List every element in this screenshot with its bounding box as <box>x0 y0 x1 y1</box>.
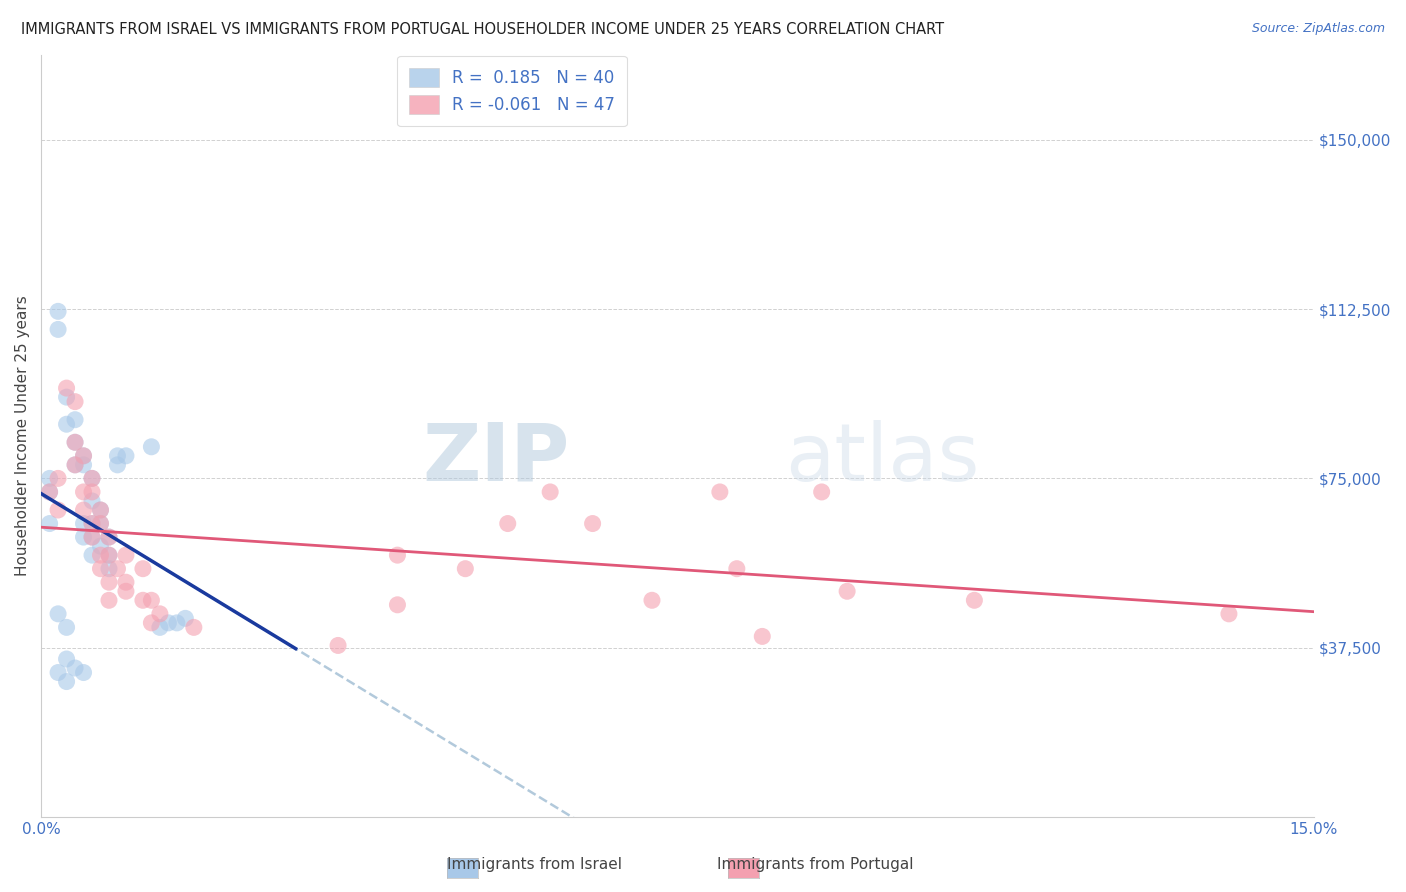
Point <box>107 449 129 463</box>
Point <box>107 562 129 576</box>
Point <box>496 516 519 531</box>
Point <box>72 458 94 472</box>
Point <box>46 304 69 318</box>
Point <box>38 516 60 531</box>
Point <box>115 548 138 562</box>
Point <box>55 417 77 432</box>
Point <box>46 471 69 485</box>
Point <box>38 485 60 500</box>
Point <box>55 674 77 689</box>
Point <box>98 575 121 590</box>
Point <box>89 516 111 531</box>
Point <box>98 548 121 562</box>
Point <box>80 516 103 531</box>
Point <box>115 584 138 599</box>
Point <box>538 485 561 500</box>
Point <box>98 593 121 607</box>
Point <box>141 440 163 454</box>
Point <box>46 322 69 336</box>
Point <box>63 435 86 450</box>
Point <box>387 598 409 612</box>
Point <box>63 435 86 450</box>
Point <box>89 516 111 531</box>
Text: ZIP: ZIP <box>422 420 569 498</box>
Point <box>810 485 832 500</box>
Point <box>174 611 197 625</box>
Point <box>751 629 773 643</box>
Point <box>326 639 349 653</box>
Point <box>80 530 103 544</box>
Point <box>98 562 121 576</box>
Point <box>132 562 155 576</box>
Point <box>80 471 103 485</box>
Point <box>80 516 103 531</box>
Text: Source: ZipAtlas.com: Source: ZipAtlas.com <box>1251 22 1385 36</box>
Point <box>72 503 94 517</box>
Point <box>837 584 859 599</box>
Point <box>725 562 748 576</box>
Point <box>72 449 94 463</box>
Point <box>63 394 86 409</box>
Legend: R =  0.185   N = 40, R = -0.061   N = 47: R = 0.185 N = 40, R = -0.061 N = 47 <box>398 56 627 126</box>
Point <box>98 530 121 544</box>
Point <box>63 413 86 427</box>
Point <box>149 607 172 621</box>
Point <box>80 548 103 562</box>
Point <box>89 562 111 576</box>
Point <box>115 575 138 590</box>
Point <box>55 620 77 634</box>
Point <box>709 485 731 500</box>
Point <box>183 620 205 634</box>
Point <box>581 516 603 531</box>
Point <box>38 471 60 485</box>
Point <box>80 530 103 544</box>
Point <box>141 615 163 630</box>
Point <box>166 615 188 630</box>
Point <box>55 652 77 666</box>
Text: Immigrants from Portugal: Immigrants from Portugal <box>717 857 914 872</box>
Point <box>89 503 111 517</box>
Point <box>141 593 163 607</box>
Point <box>80 485 103 500</box>
Point <box>72 485 94 500</box>
Text: Immigrants from Israel: Immigrants from Israel <box>447 857 621 872</box>
Point <box>454 562 477 576</box>
Point <box>72 516 94 531</box>
Point <box>89 503 111 517</box>
Point <box>46 503 69 517</box>
Point <box>157 615 180 630</box>
Point <box>80 471 103 485</box>
Point <box>46 665 69 680</box>
Point <box>63 661 86 675</box>
Point <box>963 593 986 607</box>
Point <box>89 539 111 553</box>
Point <box>55 381 77 395</box>
Point <box>132 593 155 607</box>
Point <box>38 485 60 500</box>
Point <box>72 530 94 544</box>
Point <box>63 458 86 472</box>
Point <box>72 449 94 463</box>
Point <box>641 593 664 607</box>
Point <box>89 548 111 562</box>
Point <box>387 548 409 562</box>
Point <box>46 607 69 621</box>
Point <box>149 620 172 634</box>
Text: atlas: atlas <box>786 420 980 498</box>
Point <box>72 665 94 680</box>
Y-axis label: Householder Income Under 25 years: Householder Income Under 25 years <box>15 295 30 576</box>
Point <box>107 458 129 472</box>
Point <box>63 458 86 472</box>
Point <box>55 390 77 404</box>
Point <box>1218 607 1240 621</box>
Point <box>98 530 121 544</box>
Point <box>80 494 103 508</box>
Point <box>115 449 138 463</box>
Text: IMMIGRANTS FROM ISRAEL VS IMMIGRANTS FROM PORTUGAL HOUSEHOLDER INCOME UNDER 25 Y: IMMIGRANTS FROM ISRAEL VS IMMIGRANTS FRO… <box>21 22 945 37</box>
Point <box>98 548 121 562</box>
